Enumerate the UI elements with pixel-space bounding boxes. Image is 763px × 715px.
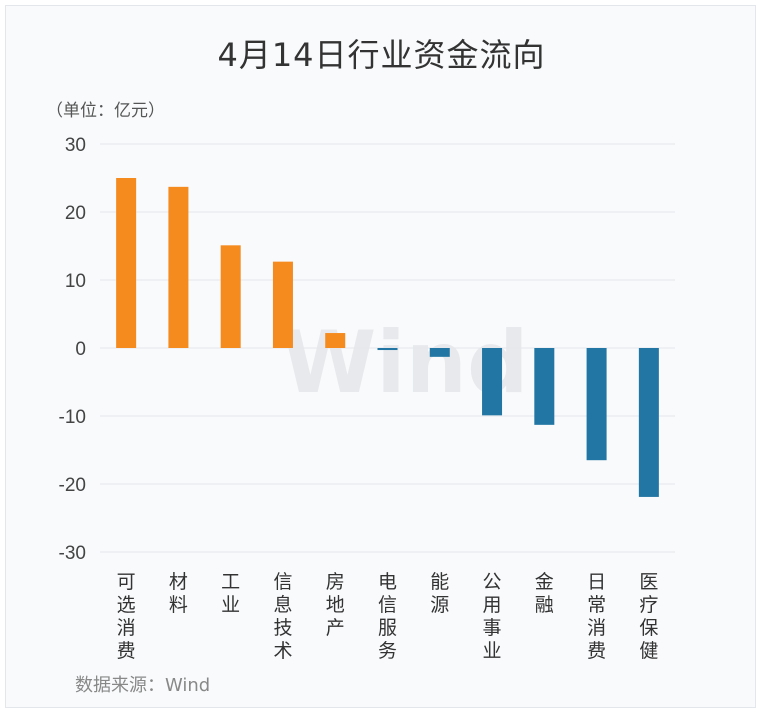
x-tick-label: 公用事业 (483, 571, 502, 662)
unit-label: （单位：亿元） (46, 101, 165, 121)
y-tick-label: -30 (59, 543, 86, 564)
x-tick-label: 能源 (430, 571, 449, 616)
bars (116, 178, 659, 497)
bar (638, 348, 659, 497)
bar (534, 348, 555, 425)
y-tick-label: 30 (65, 135, 86, 156)
bar (429, 348, 450, 357)
x-tick-label: 医疗保健 (639, 571, 658, 662)
y-tick-label: 0 (75, 339, 86, 360)
bar (220, 245, 241, 348)
bar (586, 348, 607, 461)
x-tick-label: 金融 (535, 571, 554, 616)
x-tick-label: 可选消费 (117, 571, 136, 662)
y-tick-label: -10 (59, 407, 86, 428)
chart-title: 4月14日行业资金流向 (217, 36, 546, 74)
chart-frame (5, 5, 756, 708)
x-tick-label: 工业 (221, 571, 240, 616)
x-tick-label: 房地产 (326, 571, 345, 639)
x-tick-label: 材料 (169, 571, 188, 616)
x-tick-label: 日常消费 (587, 571, 606, 662)
y-tick-label: -20 (59, 475, 86, 496)
x-tick-label: 信息技术 (273, 571, 292, 662)
source-label: 数据来源：Wind (75, 675, 211, 696)
y-tick-label: 10 (65, 271, 86, 292)
bar (377, 348, 398, 351)
y-axis: 30 20 10 0 -10 -20 -30 (59, 135, 86, 564)
grid-lines (100, 143, 675, 553)
bar (325, 333, 346, 348)
y-tick-label: 20 (65, 203, 86, 224)
x-tick-label: 电信服务 (378, 571, 397, 662)
bar (482, 348, 503, 416)
bar (272, 261, 293, 348)
bar (116, 178, 137, 348)
bar (168, 186, 189, 348)
